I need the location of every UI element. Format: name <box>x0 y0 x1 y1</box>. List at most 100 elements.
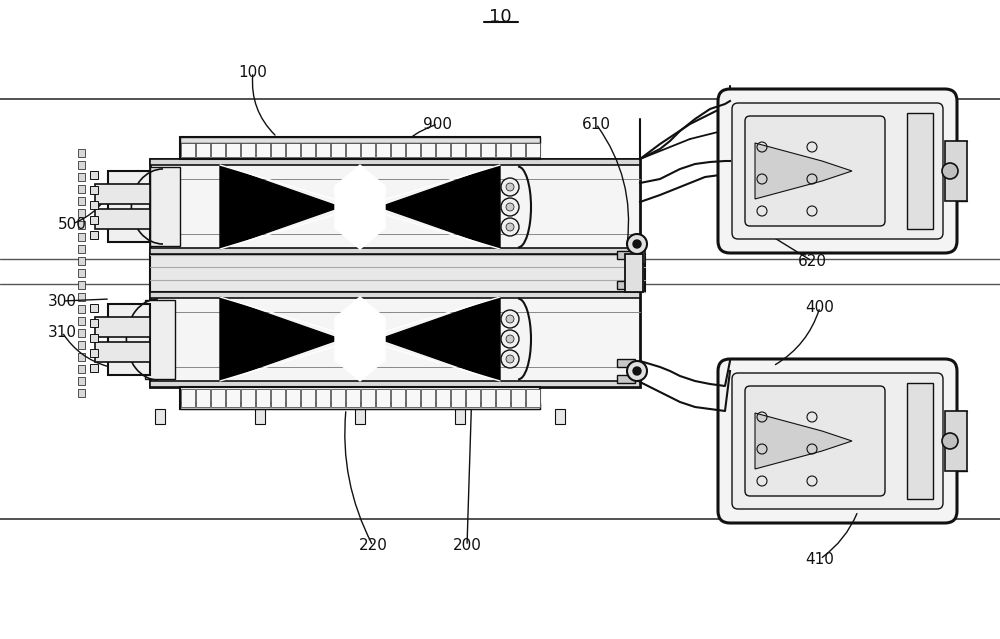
Bar <box>316 143 330 157</box>
Bar <box>95 317 150 337</box>
Text: 200: 200 <box>453 539 481 553</box>
Circle shape <box>501 178 519 196</box>
Bar <box>78 233 85 241</box>
Bar <box>78 305 85 313</box>
Polygon shape <box>755 413 852 469</box>
Bar <box>196 143 210 157</box>
Bar <box>406 389 420 407</box>
Bar <box>78 245 85 253</box>
Bar <box>150 248 640 254</box>
Bar <box>271 389 285 407</box>
Bar <box>90 304 98 312</box>
Bar <box>78 317 85 325</box>
Circle shape <box>506 223 514 231</box>
Bar <box>526 389 540 407</box>
FancyBboxPatch shape <box>718 89 957 253</box>
Circle shape <box>506 183 514 191</box>
FancyBboxPatch shape <box>745 116 885 226</box>
Bar <box>226 389 240 407</box>
Bar <box>466 143 480 157</box>
Bar <box>436 143 450 157</box>
Circle shape <box>501 218 519 236</box>
Circle shape <box>501 350 519 368</box>
Bar <box>78 161 85 169</box>
Bar <box>361 143 375 157</box>
Circle shape <box>942 433 958 449</box>
Bar <box>625 254 643 292</box>
Circle shape <box>506 335 514 343</box>
Bar <box>90 186 98 194</box>
Bar <box>150 292 640 298</box>
Text: 310: 310 <box>48 325 77 339</box>
Bar <box>150 159 640 165</box>
Bar <box>390 389 404 407</box>
Bar <box>450 143 464 157</box>
Bar <box>78 269 85 277</box>
Bar <box>496 389 510 407</box>
Text: 300: 300 <box>48 293 77 309</box>
Bar <box>241 389 255 407</box>
Bar <box>331 389 345 407</box>
Bar <box>945 141 967 201</box>
Polygon shape <box>380 297 500 381</box>
Bar <box>180 387 540 409</box>
Bar <box>390 143 404 157</box>
Bar <box>480 143 494 157</box>
Bar <box>78 293 85 301</box>
Bar <box>150 159 640 254</box>
Bar <box>286 389 300 407</box>
Bar <box>78 197 85 205</box>
Bar <box>181 143 195 157</box>
FancyBboxPatch shape <box>718 359 957 523</box>
Bar <box>420 389 434 407</box>
Bar <box>181 389 195 407</box>
Bar <box>90 349 98 357</box>
Bar <box>907 383 933 499</box>
Bar <box>90 201 98 209</box>
Polygon shape <box>335 297 385 381</box>
Bar <box>355 409 365 424</box>
Bar <box>511 143 524 157</box>
FancyBboxPatch shape <box>732 103 943 239</box>
Polygon shape <box>220 165 340 249</box>
Bar <box>211 143 225 157</box>
Bar <box>630 239 645 264</box>
Bar <box>78 389 85 397</box>
Bar <box>346 389 360 407</box>
Circle shape <box>501 198 519 216</box>
Bar <box>346 143 360 157</box>
Circle shape <box>506 355 514 363</box>
Bar <box>78 257 85 265</box>
Bar <box>180 137 540 159</box>
Bar <box>78 353 85 361</box>
Circle shape <box>627 361 647 381</box>
Bar <box>90 364 98 372</box>
Bar <box>78 329 85 337</box>
Bar <box>316 389 330 407</box>
Bar <box>95 209 150 229</box>
Bar <box>90 334 98 342</box>
Bar <box>420 143 434 157</box>
Bar <box>90 171 98 179</box>
Bar <box>78 377 85 385</box>
Bar <box>196 389 210 407</box>
Bar <box>255 409 265 424</box>
Bar <box>945 411 967 471</box>
Text: 220: 220 <box>359 539 387 553</box>
Bar <box>480 389 494 407</box>
Bar <box>150 381 640 387</box>
Bar <box>241 143 255 157</box>
Text: 630: 630 <box>861 114 891 128</box>
Bar <box>108 304 150 375</box>
Bar <box>466 389 480 407</box>
Bar <box>90 216 98 224</box>
Bar <box>617 281 635 289</box>
Bar <box>455 409 465 424</box>
Bar <box>78 221 85 229</box>
Bar <box>155 409 165 424</box>
Circle shape <box>633 240 641 248</box>
Circle shape <box>501 330 519 348</box>
Text: 900: 900 <box>424 116 452 132</box>
Bar <box>90 319 98 327</box>
Polygon shape <box>755 143 852 199</box>
